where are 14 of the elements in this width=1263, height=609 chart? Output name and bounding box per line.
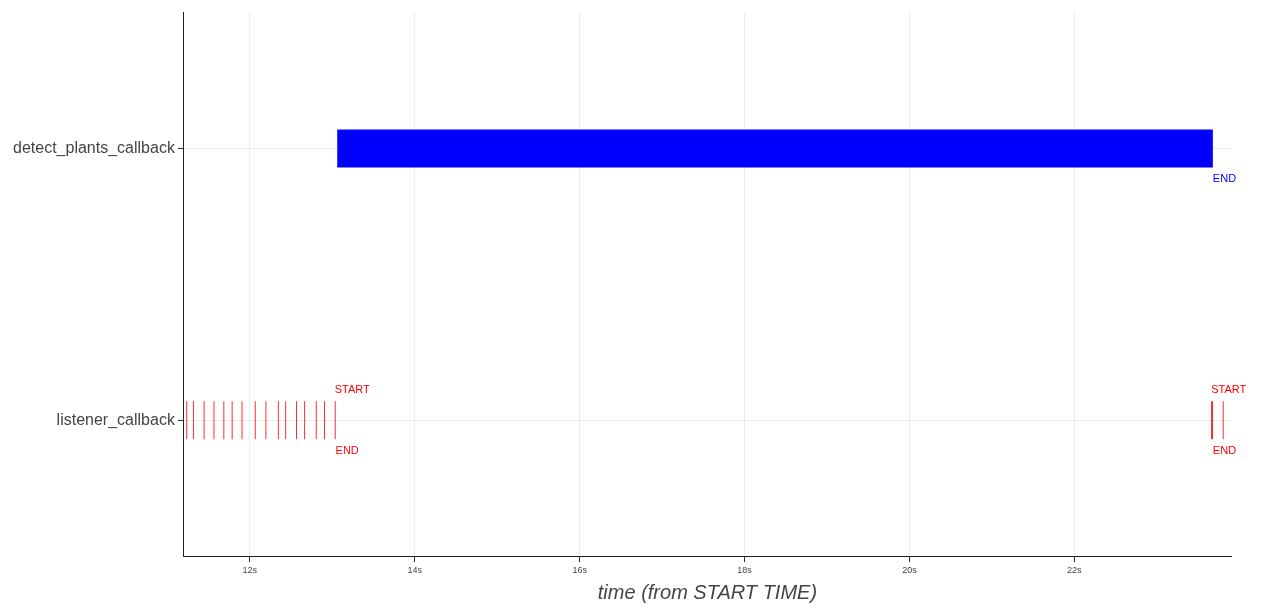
x-tick-label: 16s [572, 565, 588, 576]
y-tick-label: detect_plants_callback [12, 138, 176, 157]
annotation: END [1212, 443, 1237, 456]
annotation: START [1211, 382, 1247, 395]
x-tick-label: 12s [242, 565, 258, 576]
x-tick-label: 18s [737, 565, 753, 576]
x-axis-title: time (from START TIME) [597, 580, 818, 603]
x-tick-label: 20s [902, 565, 918, 576]
x-tick-label: 14s [407, 565, 423, 576]
annotation: END [1212, 172, 1237, 185]
annotation: END [335, 443, 359, 456]
x-tick-label: 22s [1067, 565, 1083, 576]
y-tick-label: listener_callback [56, 410, 176, 429]
annotation: START [334, 382, 371, 395]
